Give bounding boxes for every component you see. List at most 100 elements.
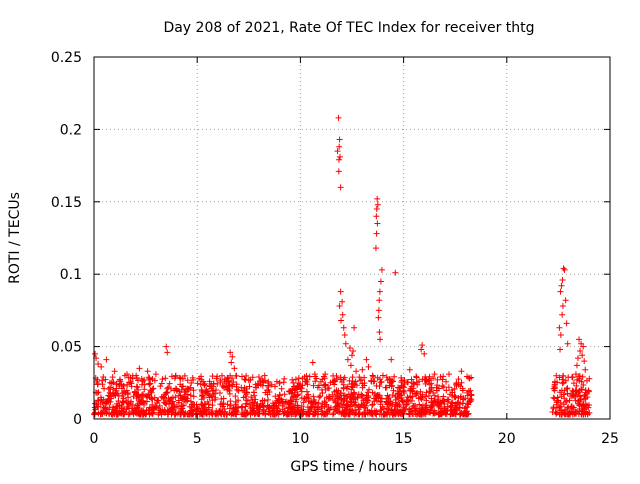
data-point — [440, 384, 447, 391]
data-point — [260, 410, 267, 417]
data-point — [444, 396, 451, 403]
data-point — [296, 411, 303, 418]
data-point — [376, 297, 383, 304]
data-point — [458, 379, 465, 386]
data-point — [149, 396, 156, 403]
data-point — [133, 394, 140, 401]
data-point — [564, 340, 571, 347]
data-point — [128, 405, 135, 412]
data-point — [289, 394, 296, 401]
data-point — [411, 390, 418, 397]
data-point — [124, 371, 131, 378]
data-point — [353, 368, 360, 375]
data-point — [339, 311, 346, 318]
data-point — [261, 397, 268, 404]
data-point — [197, 381, 204, 388]
data-point — [467, 395, 474, 402]
data-point — [92, 409, 99, 416]
data-point — [423, 406, 430, 413]
data-point — [290, 379, 297, 386]
data-point — [334, 391, 341, 398]
data-point — [213, 387, 220, 394]
data-point — [351, 324, 358, 331]
data-point — [431, 371, 438, 378]
data-point — [104, 398, 111, 405]
data-point — [129, 401, 136, 408]
data-point — [353, 410, 360, 417]
data-point — [134, 404, 141, 411]
data-point — [106, 411, 113, 418]
data-point — [98, 363, 105, 370]
data-point — [339, 298, 346, 305]
data-point — [115, 411, 122, 418]
data-point — [577, 347, 584, 354]
data-point — [557, 288, 564, 295]
data-point — [351, 402, 358, 409]
data-point — [123, 399, 130, 406]
data-point — [225, 377, 232, 384]
data-point — [143, 410, 150, 417]
data-point — [324, 385, 331, 392]
data-point — [372, 245, 379, 252]
data-point — [392, 269, 399, 276]
data-point — [580, 411, 587, 418]
data-point — [336, 136, 343, 143]
data-point — [456, 404, 463, 411]
data-point — [560, 391, 567, 398]
data-point — [164, 385, 171, 392]
plot-frame — [93, 56, 611, 420]
data-point — [134, 384, 141, 391]
data-point — [137, 399, 144, 406]
data-point — [560, 401, 567, 408]
data-point — [278, 385, 285, 392]
data-point — [266, 388, 273, 395]
y-tick-label: 0.2 — [60, 122, 82, 138]
data-point — [287, 397, 294, 404]
data-point — [179, 402, 186, 409]
data-point — [227, 398, 234, 405]
data-point — [341, 392, 348, 399]
data-point — [316, 382, 323, 389]
data-point — [428, 395, 435, 402]
data-point — [330, 410, 337, 417]
data-point — [586, 409, 593, 416]
data-point — [219, 401, 226, 408]
data-point — [162, 398, 169, 405]
data-point — [227, 372, 234, 379]
data-point — [312, 410, 319, 417]
data-point — [94, 390, 101, 397]
data-point — [549, 409, 556, 416]
data-point — [398, 382, 405, 389]
data-point — [317, 393, 324, 400]
data-point — [581, 358, 588, 365]
data-point — [171, 387, 178, 394]
data-point — [451, 407, 458, 414]
data-point — [187, 398, 194, 405]
data-point — [199, 401, 206, 408]
data-point — [453, 382, 460, 389]
data-point — [349, 383, 356, 390]
data-point — [369, 402, 376, 409]
data-point — [305, 391, 312, 398]
data-point — [452, 410, 459, 417]
data-point — [175, 403, 182, 410]
data-point — [109, 406, 116, 413]
data-point — [373, 206, 380, 213]
data-point — [125, 411, 132, 418]
data-point — [562, 410, 569, 417]
data-point — [550, 394, 557, 401]
data-point — [161, 394, 168, 401]
data-point — [174, 388, 181, 395]
data-point — [249, 399, 256, 406]
data-point — [572, 371, 579, 378]
data-point — [551, 383, 558, 390]
data-point — [564, 405, 571, 412]
data-point — [158, 380, 165, 387]
data-point — [344, 356, 351, 363]
data-point — [572, 410, 579, 417]
data-point — [199, 411, 206, 418]
data-point — [315, 400, 322, 407]
data-point — [427, 404, 434, 411]
data-point — [409, 393, 416, 400]
